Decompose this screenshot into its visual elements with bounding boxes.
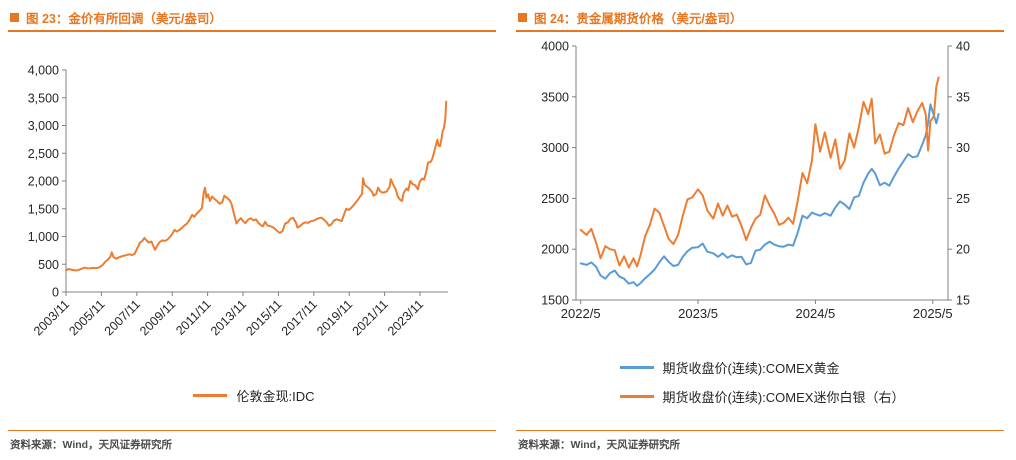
title-divider xyxy=(8,30,496,32)
chart-title-text: 图 24：贵金属期货价格（美元/盎司） xyxy=(534,11,743,26)
legend-item-comex-gold: 期货收盘价(连续):COMEX黄金 xyxy=(619,358,840,376)
x-axis-tick-label: 2019/11 xyxy=(314,297,355,338)
gold-spot-chart-canvas: 0 500 1,000 1,500 2,000 2,500 3,000 3,500 4,000 2… xyxy=(28,64,448,338)
y-axis-tick-label: 1500 xyxy=(541,294,569,308)
source-divider xyxy=(8,430,496,431)
panel-metal-futures: 图 24：贵金属期货价格（美元/盎司） 1500 2000 2500 3000 3500… xyxy=(508,0,1016,460)
gold-spot-legend: 伦敦金现:IDC xyxy=(0,386,508,404)
y2-axis-tick-label: 15 xyxy=(956,294,970,308)
legend-item-comex-silver: 期货收盘价(连续):COMEX迷你白银（右） xyxy=(619,387,905,405)
title-bullet-icon xyxy=(10,12,19,22)
series-line-0 xyxy=(579,103,940,287)
y-axis-tick-label: 2,000 xyxy=(28,175,59,189)
legend-label-comex-gold: 期货收盘价(连续):COMEX黄金 xyxy=(662,360,840,376)
panel-gold-spot: 图 23：金价有所回调（美元/盎司） 0 500 1,000 1,500 2,000 2,… xyxy=(0,8,508,451)
y2-axis-tick-label: 40 xyxy=(956,40,970,54)
y-axis-tick-label: 2000 xyxy=(541,243,569,257)
legend-box: 期货收盘价(连续):COMEX黄金 期货收盘价(连续):COMEX迷你白银（右） xyxy=(619,358,905,405)
x-axis-tick-label: 2003/11 xyxy=(31,297,72,338)
y-axis-tick-label: 3,500 xyxy=(28,91,59,105)
title-divider xyxy=(516,30,1004,32)
x-axis-tick-label: 2011/11 xyxy=(173,297,214,338)
chart-title-metal-futures: 图 24：贵金属期货价格（美元/盎司） xyxy=(518,8,742,26)
chart-title-text: 图 23：金价有所回调（美元/盎司） xyxy=(26,11,222,26)
y-axis-tick-label: 3,000 xyxy=(28,119,59,133)
source-note: 资料来源：Wind，天风证券研究所 xyxy=(518,439,681,451)
title-bullet-icon xyxy=(518,12,527,22)
y-axis-tick-label: 500 xyxy=(38,258,59,272)
y-axis-tick-label: 1,000 xyxy=(28,230,59,244)
y-axis-tick-label: 2,500 xyxy=(28,147,59,161)
chart-title-gold-spot: 图 23：金价有所回调（美元/盎司） xyxy=(10,8,222,26)
y-axis-tick-label: 1,500 xyxy=(28,202,59,216)
legend-swatch-london-gold xyxy=(193,393,228,397)
legend-label-comex-silver: 期货收盘价(连续):COMEX迷你白银（右） xyxy=(662,389,905,405)
legend-swatch-comex-silver xyxy=(619,394,654,398)
x-axis-tick-label: 2024/5 xyxy=(796,306,836,321)
y-axis-tick-label: 0 xyxy=(52,286,59,300)
y-axis-tick-label: 3000 xyxy=(541,141,569,155)
x-axis-tick-label: 2023/5 xyxy=(678,306,718,321)
series-line-1 xyxy=(579,76,940,269)
x-axis-tick-label: 2007/11 xyxy=(102,297,143,338)
source-divider xyxy=(516,430,1004,431)
y2-axis-tick-label: 35 xyxy=(956,90,970,104)
y2-axis-tick-label: 20 xyxy=(956,243,970,257)
y-axis-tick-label: 2500 xyxy=(541,192,569,206)
series-line-0 xyxy=(65,100,448,272)
legend-swatch-comex-gold xyxy=(619,365,654,369)
y2-axis-tick-label: 30 xyxy=(956,141,970,155)
y-axis-tick-label: 3500 xyxy=(541,90,569,104)
futures-legend: 期货收盘价(连续):COMEX黄金 期货收盘价(连续):COMEX迷你白银（右） xyxy=(508,358,1016,405)
x-axis-tick-label: 2017/11 xyxy=(279,297,320,338)
futures-chart-canvas: 1500 2000 2500 3000 3500 4000 15 20 25 30 35 40 2022… xyxy=(541,40,970,322)
x-axis-tick-label: 2013/11 xyxy=(208,297,249,338)
x-axis-tick-label: 2021/11 xyxy=(350,297,391,338)
legend-item-london-gold: 伦敦金现:IDC xyxy=(193,386,315,404)
y-axis-tick-label: 4,000 xyxy=(28,64,59,78)
legend-label-london-gold: 伦敦金现:IDC xyxy=(236,388,315,404)
y2-axis-tick-label: 25 xyxy=(956,192,970,206)
x-axis-tick-label: 2005/11 xyxy=(66,297,107,338)
legend-box: 伦敦金现:IDC xyxy=(193,386,315,404)
x-axis-tick-label: 2022/5 xyxy=(561,306,601,321)
x-axis-tick-label: 2015/11 xyxy=(243,297,284,338)
x-axis-tick-label: 2023/11 xyxy=(385,297,426,338)
x-axis-tick-label: 2025/5 xyxy=(913,306,953,321)
source-note: 资料来源：Wind，天风证券研究所 xyxy=(10,439,173,451)
y-axis-tick-label: 4000 xyxy=(541,40,569,54)
x-axis-tick-label: 2009/11 xyxy=(137,297,178,338)
